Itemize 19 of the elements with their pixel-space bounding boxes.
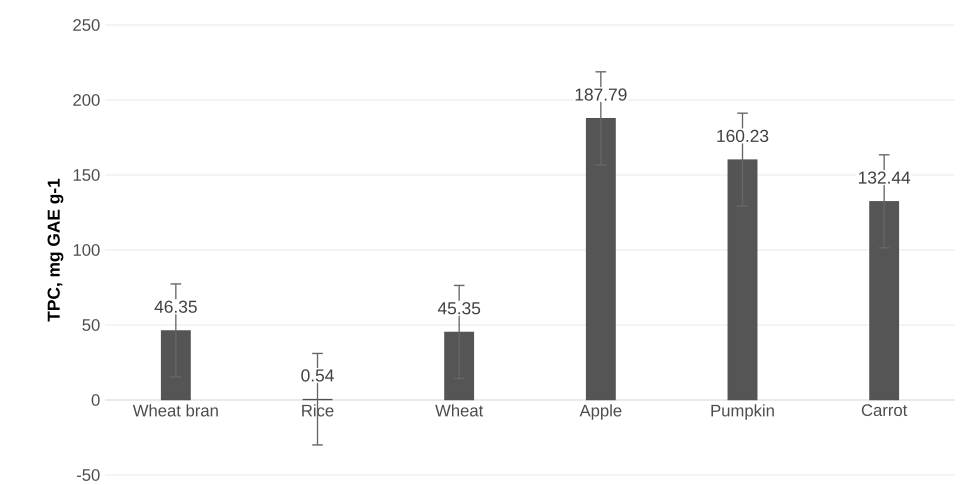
data-label: 132.44 (858, 171, 910, 184)
x-tick-label: Pumpkin (711, 404, 774, 420)
y-tick-label: 0 (92, 394, 100, 406)
data-label: 45.35 (438, 302, 480, 314)
x-tick-label: Wheat (435, 404, 484, 416)
data-label: 160.23 (717, 130, 768, 142)
x-tick-label: Apple (580, 404, 622, 420)
y-tick-label: 250 (73, 18, 100, 31)
y-tick-label: 100 (74, 244, 100, 256)
x-tick-label: Wheat bran (132, 404, 218, 416)
data-label: 0.54 (301, 369, 334, 382)
data-label: 46.35 (154, 300, 197, 313)
y-tick-label: 200 (73, 94, 100, 106)
y-tick-label: 50 (82, 318, 100, 331)
y-axis-title: TPC, mg GAE g-1 (48, 178, 64, 322)
data-label: 187.79 (576, 88, 627, 101)
x-tick-label: Carrot (862, 404, 908, 416)
y-tick-label: -50 (76, 468, 100, 481)
y-tick-label: 150 (74, 168, 100, 181)
